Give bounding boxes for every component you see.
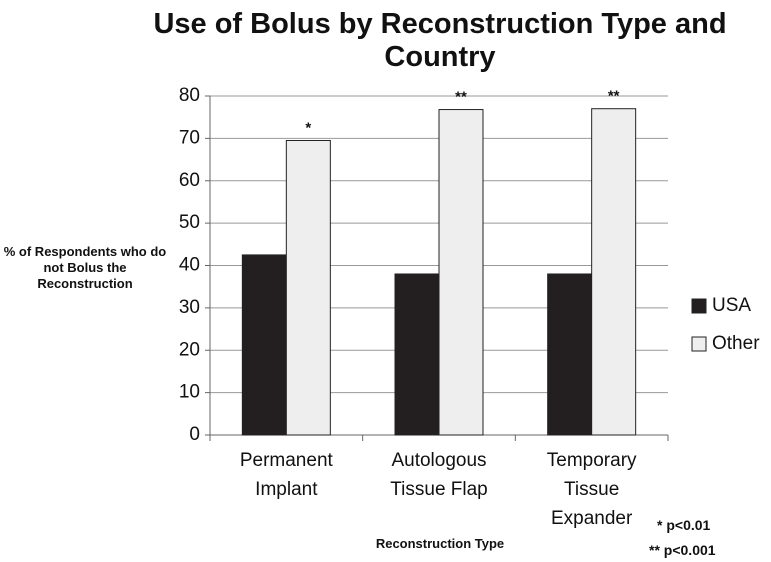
legend-swatch	[691, 336, 707, 352]
bar	[591, 108, 637, 436]
footnote: * p<0.01	[657, 517, 711, 533]
bar	[438, 109, 484, 436]
footnote: ** p<0.001	[649, 542, 716, 558]
x-tick-label: Permanent Implant	[239, 450, 333, 500]
bar-annotation: *	[305, 119, 311, 136]
y-tick-label: 10	[179, 382, 200, 403]
legend-label: Other	[712, 333, 760, 354]
bar	[394, 273, 440, 436]
legend-label: USA	[712, 295, 751, 316]
bar-annotation: **	[608, 88, 620, 105]
y-tick-label: 30	[179, 297, 200, 318]
y-tick-label: 50	[179, 212, 200, 233]
bar	[241, 254, 287, 436]
y-tick-label: 40	[179, 255, 200, 276]
x-tick-label: Autologous Tissue Flap	[390, 450, 488, 500]
bar	[285, 139, 331, 436]
y-axis-label: % of Respondents who do not Bolus the Re…	[3, 244, 167, 291]
bar-annotation: **	[455, 89, 467, 106]
legend-swatch	[691, 298, 707, 314]
y-tick-label: 20	[179, 339, 200, 360]
bar	[547, 273, 593, 436]
y-tick-label: 0	[189, 424, 200, 445]
x-tick-label: Temporary Tissue Expander	[546, 450, 637, 529]
x-axis-label: Reconstruction Type	[375, 536, 505, 551]
chart-title: Use of Bolus by Reconstruction Type and …	[153, 8, 727, 73]
y-tick-label: 80	[179, 85, 200, 106]
y-tick-label: 60	[179, 170, 200, 191]
y-tick-label: 70	[179, 127, 200, 148]
